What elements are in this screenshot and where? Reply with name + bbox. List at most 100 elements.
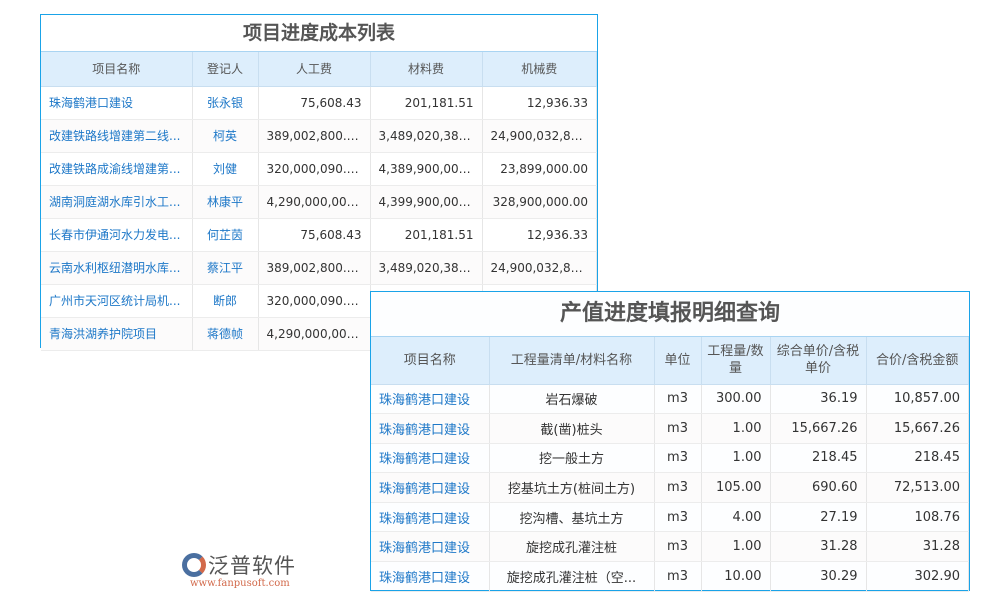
table-cell: 4,290,000,000.00: [258, 317, 371, 351]
table-cell: 389,002,800.00: [258, 251, 371, 285]
output-detail-title: 产值进度填报明细查询: [371, 292, 969, 337]
table-row[interactable]: 湖南洞庭湖水库引水工... 林康平 4,290,000,000.00 4,399,90…: [41, 185, 597, 219]
table-cell: 3,489,020,380.00: [370, 251, 483, 285]
table-cell: 林康平: [192, 185, 259, 219]
column-header[interactable]: 材料费: [370, 52, 483, 87]
watermark-url: www.fanpusoft.com: [190, 578, 290, 589]
fanpusoft-watermark: 泛普软件 www.fanpusoft.com: [180, 550, 305, 594]
table-cell: 24,900,032,800.00: [482, 119, 597, 153]
table-cell: 3,489,020,380.00: [370, 119, 483, 153]
table-cell: 302.90: [866, 561, 969, 592]
project-name-link[interactable]: 珠海鹤港口建设: [41, 86, 193, 120]
project-name-link[interactable]: 青海洪湖养护院项目: [41, 317, 193, 351]
table-cell: m3: [654, 531, 702, 563]
table-cell: 201,181.51: [370, 218, 483, 252]
table-cell: 30.29: [770, 561, 867, 592]
table-cell: 截(凿)桩头: [489, 413, 655, 444]
table-row[interactable]: 珠海鹤港口建设 挖沟槽、基坑土方 m3 4.00 27.19 108.76: [371, 502, 969, 533]
project-name-link[interactable]: 珠海鹤港口建设: [371, 561, 490, 592]
table-cell: 挖基坑土方(桩间土方): [489, 472, 655, 503]
table-row[interactable]: 珠海鹤港口建设 挖一般土方 m3 1.00 218.45 218.45: [371, 443, 969, 474]
table-cell: m3: [654, 502, 702, 533]
project-name-link[interactable]: 珠海鹤港口建设: [371, 413, 490, 444]
column-header[interactable]: 工程量/数量: [701, 337, 771, 385]
table-cell: 12,936.33: [482, 86, 597, 120]
project-name-link[interactable]: 珠海鹤港口建设: [371, 443, 490, 474]
table-cell: 12,936.33: [482, 218, 597, 252]
table-cell: 105.00: [701, 472, 771, 503]
table-cell: 218.45: [866, 443, 969, 474]
table-cell: 75,608.43: [258, 218, 371, 252]
project-name-link[interactable]: 改建铁路成渝线增建第...: [41, 152, 193, 186]
table-cell: 4,389,900,000.00: [370, 152, 483, 186]
column-header[interactable]: 机械费: [482, 52, 597, 87]
watermark-brand: 泛普软件: [208, 554, 296, 578]
table-row[interactable]: 珠海鹤港口建设 截(凿)桩头 m3 1.00 15,667.26 15,667.26: [371, 413, 969, 444]
table-cell: 27.19: [770, 502, 867, 533]
table-cell: 10,857.00: [866, 384, 969, 415]
table-cell: 320,000,090.00: [258, 152, 371, 186]
table-cell: 328,900,000.00: [482, 185, 597, 219]
project-name-link[interactable]: 改建铁路线增建第二线...: [41, 119, 193, 153]
table-cell: 72,513.00: [866, 472, 969, 503]
table-cell: 23,899,000.00: [482, 152, 597, 186]
column-header[interactable]: 综合单价/含税单价: [770, 337, 867, 385]
column-header[interactable]: 合价/含税金额: [866, 337, 969, 385]
table-cell: 断郎: [192, 284, 259, 318]
project-name-link[interactable]: 珠海鹤港口建设: [371, 531, 490, 563]
table-cell: 柯英: [192, 119, 259, 153]
table-cell: 36.19: [770, 384, 867, 415]
output-detail-panel: 产值进度填报明细查询 项目名称 工程量清单/材料名称 单位 工程量/数量 综合单价/含税…: [370, 291, 970, 592]
column-header[interactable]: 工程量清单/材料名称: [489, 337, 655, 385]
output-table: 项目名称 工程量清单/材料名称 单位 工程量/数量 综合单价/含税单价 合价/含税金额 珠…: [371, 337, 969, 592]
table-cell: 24,900,032,800.00: [482, 251, 597, 285]
table-row[interactable]: 云南水利枢纽潜明水库... 蔡江平 389,002,800.00 3,489,020,…: [41, 251, 597, 285]
project-name-link[interactable]: 长春市伊通河水力发电...: [41, 218, 193, 252]
table-cell: 4.00: [701, 502, 771, 533]
table-row[interactable]: 广州市天河区统计局机... 断郎 320,000,090.00: [41, 284, 597, 318]
table-row[interactable]: 改建铁路成渝线增建第... 刘健 320,000,090.00 4,389,900,0…: [41, 152, 597, 186]
table-cell: 300.00: [701, 384, 771, 415]
column-header[interactable]: 项目名称: [371, 337, 490, 385]
table-cell: 挖沟槽、基坑土方: [489, 502, 655, 533]
column-header[interactable]: 登记人: [192, 52, 259, 87]
table-row[interactable]: 珠海鹤港口建设 挖基坑土方(桩间土方) m3 105.00 690.60 72,513.0…: [371, 472, 969, 503]
table-cell: m3: [654, 384, 702, 415]
table-row[interactable]: 长春市伊通河水力发电... 何芷茵 75,608.43 201,181.51 12,93…: [41, 218, 597, 252]
table-row[interactable]: 珠海鹤港口建设 张永银 75,608.43 201,181.51 12,936.33: [41, 86, 597, 120]
table-row[interactable]: 珠海鹤港口建设 旋挖成孔灌注桩（空... m3 10.00 30.29 302.90: [371, 561, 969, 592]
table-cell: 旋挖成孔灌注桩: [489, 531, 655, 563]
table-cell: m3: [654, 472, 702, 503]
table-cell: 389,002,800.00: [258, 119, 371, 153]
project-name-link[interactable]: 珠海鹤港口建设: [371, 472, 490, 503]
table-cell: 4,290,000,000.00: [258, 185, 371, 219]
table-cell: 张永银: [192, 86, 259, 120]
table-cell: 320,000,090.00: [258, 284, 371, 318]
table-cell: 218.45: [770, 443, 867, 474]
table-cell: m3: [654, 443, 702, 474]
project-name-link[interactable]: 云南水利枢纽潜明水库...: [41, 251, 193, 285]
project-name-link[interactable]: 湖南洞庭湖水库引水工...: [41, 185, 193, 219]
table-cell: 201,181.51: [370, 86, 483, 120]
column-header[interactable]: 人工费: [258, 52, 371, 87]
table-cell: 挖一般土方: [489, 443, 655, 474]
project-name-link[interactable]: 珠海鹤港口建设: [371, 502, 490, 533]
fanpu-logo-icon: [182, 553, 206, 577]
table-cell: 75,608.43: [258, 86, 371, 120]
table-cell: 690.60: [770, 472, 867, 503]
table-cell: 15,667.26: [866, 413, 969, 444]
project-name-link[interactable]: 珠海鹤港口建设: [371, 384, 490, 415]
table-row[interactable]: 珠海鹤港口建设 旋挖成孔灌注桩 m3 1.00 31.28 31.28: [371, 531, 969, 563]
column-header[interactable]: 单位: [654, 337, 702, 385]
table-cell: 1.00: [701, 413, 771, 444]
table-cell: 岩石爆破: [489, 384, 655, 415]
table-cell: 4,399,900,000.00: [370, 185, 483, 219]
column-header[interactable]: 项目名称: [41, 52, 193, 87]
table-cell: 蔡江平: [192, 251, 259, 285]
table-row[interactable]: 珠海鹤港口建设 岩石爆破 m3 300.00 36.19 10,857.00: [371, 384, 969, 415]
project-name-link[interactable]: 广州市天河区统计局机...: [41, 284, 193, 318]
table-cell: m3: [654, 413, 702, 444]
table-cell: m3: [654, 561, 702, 592]
table-cell: 何芷茵: [192, 218, 259, 252]
table-row[interactable]: 改建铁路线增建第二线... 柯英 389,002,800.00 3,489,020,3…: [41, 119, 597, 153]
